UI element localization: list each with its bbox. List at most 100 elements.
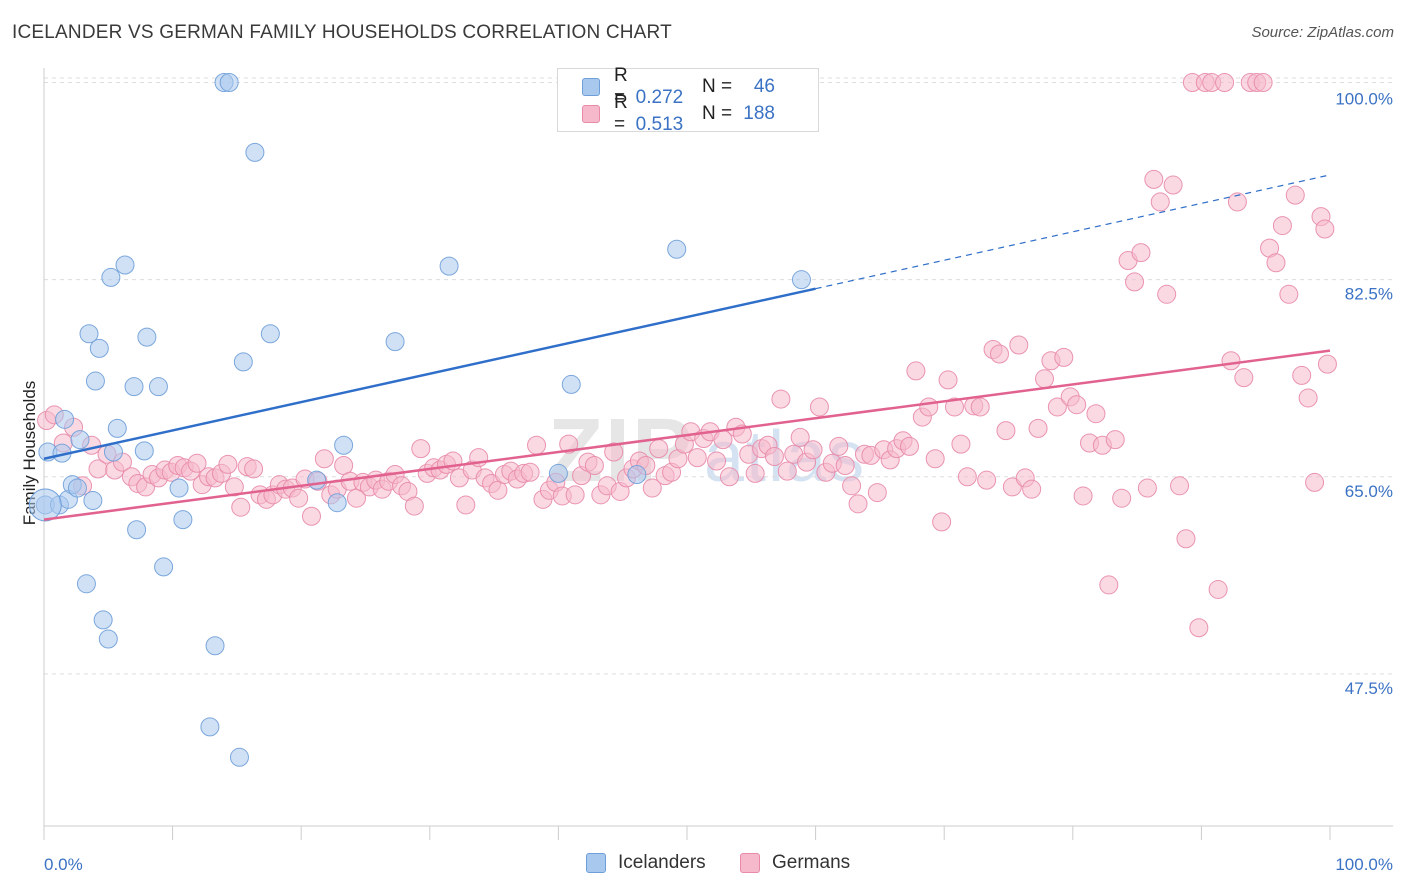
german-point — [809, 397, 829, 417]
legend-item-icelanders[interactable]: Icelanders — [586, 852, 706, 874]
icelander-point — [667, 239, 687, 259]
legend-r-value: 0.272 — [635, 87, 684, 108]
german-point — [565, 485, 585, 505]
icelander-point — [307, 470, 327, 490]
icelander-point — [148, 377, 168, 397]
legend-item-germans[interactable]: Germans — [740, 852, 850, 874]
german-point — [527, 435, 547, 455]
german-point — [771, 389, 791, 409]
german-point — [1073, 486, 1093, 506]
german-point — [1157, 284, 1177, 304]
german-point — [649, 439, 669, 459]
icelander-trend-extension — [815, 174, 1331, 290]
german-point — [1163, 175, 1183, 195]
german-point — [1279, 284, 1299, 304]
icelander-point — [28, 488, 62, 522]
legend-swatch-icelanders — [582, 78, 600, 96]
legend-n-label: N = — [702, 76, 733, 97]
german-point — [1298, 388, 1318, 408]
chart-source: Source: ZipAtlas.com — [1251, 24, 1394, 41]
german-point — [1208, 579, 1228, 599]
icelander-point — [127, 520, 147, 540]
icelander-point — [137, 327, 157, 347]
german-point — [1144, 169, 1164, 189]
icelander-point — [260, 324, 280, 344]
y-tick-label: 47.5% — [1345, 679, 1393, 698]
german-point — [1315, 219, 1335, 239]
german-point — [1150, 192, 1170, 212]
german-point — [970, 397, 990, 417]
legend-swatch-germans — [582, 105, 600, 123]
german-point — [1054, 347, 1074, 367]
icelander-point — [561, 374, 581, 394]
icelander-point — [169, 478, 189, 498]
german-point — [951, 434, 971, 454]
german-point — [687, 448, 707, 468]
german-point — [777, 461, 797, 481]
x-tick-label: 100.0% — [1335, 855, 1393, 874]
icelander-point — [229, 747, 249, 767]
german-point — [989, 344, 1009, 364]
legend-n-value: 46 — [753, 76, 775, 97]
legend-r-label: R = — [614, 92, 628, 135]
german-point — [745, 463, 765, 483]
german-point — [1189, 618, 1209, 638]
icelander-point — [173, 510, 193, 530]
german-point — [829, 436, 849, 456]
german-point — [1035, 369, 1055, 389]
german-point — [925, 449, 945, 469]
icelander-point — [89, 338, 109, 358]
german-point — [1047, 397, 1067, 417]
german-point — [1067, 395, 1087, 415]
german-point — [1125, 272, 1145, 292]
german-trend-line — [43, 349, 1331, 521]
icelander-point — [233, 352, 253, 372]
german-point — [790, 427, 810, 447]
german-point — [1221, 351, 1241, 371]
y-tick-label: 82.5% — [1345, 285, 1393, 304]
german-point — [848, 494, 868, 514]
german-point — [707, 451, 727, 471]
german-point — [301, 506, 321, 526]
icelander-point — [245, 142, 265, 162]
icelander-point — [200, 717, 220, 737]
x-tick-label: 0.0% — [44, 855, 83, 874]
icelander-point — [154, 557, 174, 577]
icelander-point — [385, 332, 405, 352]
german-point — [1105, 430, 1125, 450]
german-point — [1112, 488, 1132, 508]
german-point — [1227, 192, 1247, 212]
german-point — [803, 440, 823, 460]
icelander-point — [327, 493, 347, 513]
legend-swatch-icelanders — [586, 853, 606, 873]
german-point — [1292, 365, 1312, 385]
icelander-point — [334, 435, 354, 455]
icelander-point — [791, 270, 811, 290]
german-point — [938, 370, 958, 390]
icelander-point — [548, 463, 568, 483]
legend-label-germans: Germans — [772, 852, 851, 873]
y-axis-label: Family Households — [20, 381, 39, 526]
icelander-point — [98, 629, 118, 649]
german-point — [906, 361, 926, 381]
icelander-point — [115, 255, 135, 275]
german-point — [289, 488, 309, 508]
german-point — [842, 476, 862, 496]
german-point — [1234, 368, 1254, 388]
icelander-point — [101, 267, 121, 287]
german-point — [231, 497, 251, 517]
german-point — [604, 442, 624, 462]
german-point — [977, 470, 997, 490]
german-point — [456, 495, 476, 515]
german-point — [1305, 472, 1325, 492]
correlation-legend: R = 0.272 N = 46 R = 0.513 N = 188 — [557, 65, 819, 135]
icelander-point — [55, 409, 75, 429]
german-point — [1099, 575, 1119, 595]
german-point — [719, 467, 739, 487]
german-point — [835, 456, 855, 476]
german-point — [1253, 73, 1273, 93]
german-point — [584, 456, 604, 476]
icelander-point — [70, 430, 90, 450]
german-point — [1022, 479, 1042, 499]
